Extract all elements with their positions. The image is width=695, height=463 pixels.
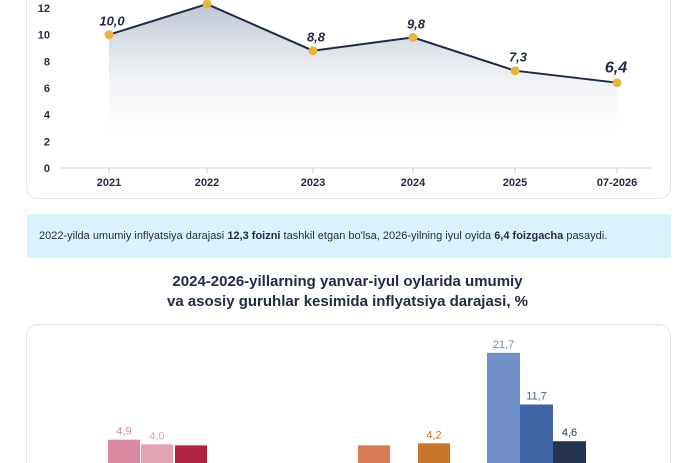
inflation-area-chart: 0 2 4 6 8 10 12 2021 2022 2023 2024 2025 07-2026 10,…	[38, 0, 652, 189]
x-tick-label: 2021	[97, 177, 121, 189]
x-tick-label: 2024	[401, 177, 426, 189]
data-label: 9,8	[407, 16, 426, 31]
bar-value-label: 4,2	[426, 429, 441, 441]
x-tick-label: 2022	[195, 177, 219, 189]
data-point	[612, 78, 622, 88]
bar-value-label: 21,7	[493, 339, 514, 351]
x-tick-label: 2023	[301, 177, 325, 189]
data-label: 8,8	[307, 30, 326, 45]
area-fill	[109, 4, 617, 136]
y-tick-label: 4	[44, 110, 51, 122]
y-tick-label: 0	[44, 163, 50, 175]
y-tick-label: 12	[38, 3, 50, 15]
section-title-line-2: va asosiy guruhlar kesimida inflyatsiya …	[166, 293, 528, 310]
y-tick-label: 8	[44, 56, 50, 68]
section-title: 2024-2026-yillarning yanvar-iyul oylarid…	[0, 272, 695, 312]
data-label: 6,4	[605, 60, 627, 77]
summary-highlight-2022: 12,3 foizni	[227, 230, 281, 242]
bar-value-label: 4,6	[562, 427, 577, 439]
data-label: 7,3	[509, 50, 528, 65]
data-point	[408, 32, 418, 42]
summary-highlight-2026: 6,4 foizgacha	[494, 230, 564, 242]
data-point	[202, 0, 212, 9]
bar-value-label: 4,9	[116, 426, 131, 438]
x-tick-label: 07-2026	[597, 177, 637, 189]
summary-banner: 2022-yilda umumiy inflyatsiya darajasi 1…	[27, 214, 671, 258]
bar-value-label: 11,7	[526, 391, 547, 403]
summary-text: 2022-yilda umumiy inflyatsiya darajasi 1…	[39, 230, 608, 242]
y-tick-label: 10	[38, 30, 50, 42]
data-point	[308, 46, 318, 56]
x-tick-label: 2025	[503, 177, 527, 189]
series-line	[108, 2, 618, 84]
bar	[418, 443, 450, 463]
bar	[141, 444, 173, 463]
bar	[108, 439, 140, 463]
bar	[358, 445, 390, 463]
section-title-line-1: 2024-2026-yillarning yanvar-iyul oylarid…	[172, 273, 523, 290]
bar	[553, 441, 586, 463]
bar-value-label: 4,0	[149, 430, 164, 442]
bar	[175, 445, 207, 463]
data-label: 10,0	[99, 14, 125, 29]
data-point	[104, 30, 114, 40]
y-tick-label: 2	[44, 136, 50, 148]
data-point	[510, 66, 520, 76]
bar	[487, 352, 520, 463]
bar	[520, 404, 553, 463]
y-tick-label: 6	[44, 83, 50, 95]
